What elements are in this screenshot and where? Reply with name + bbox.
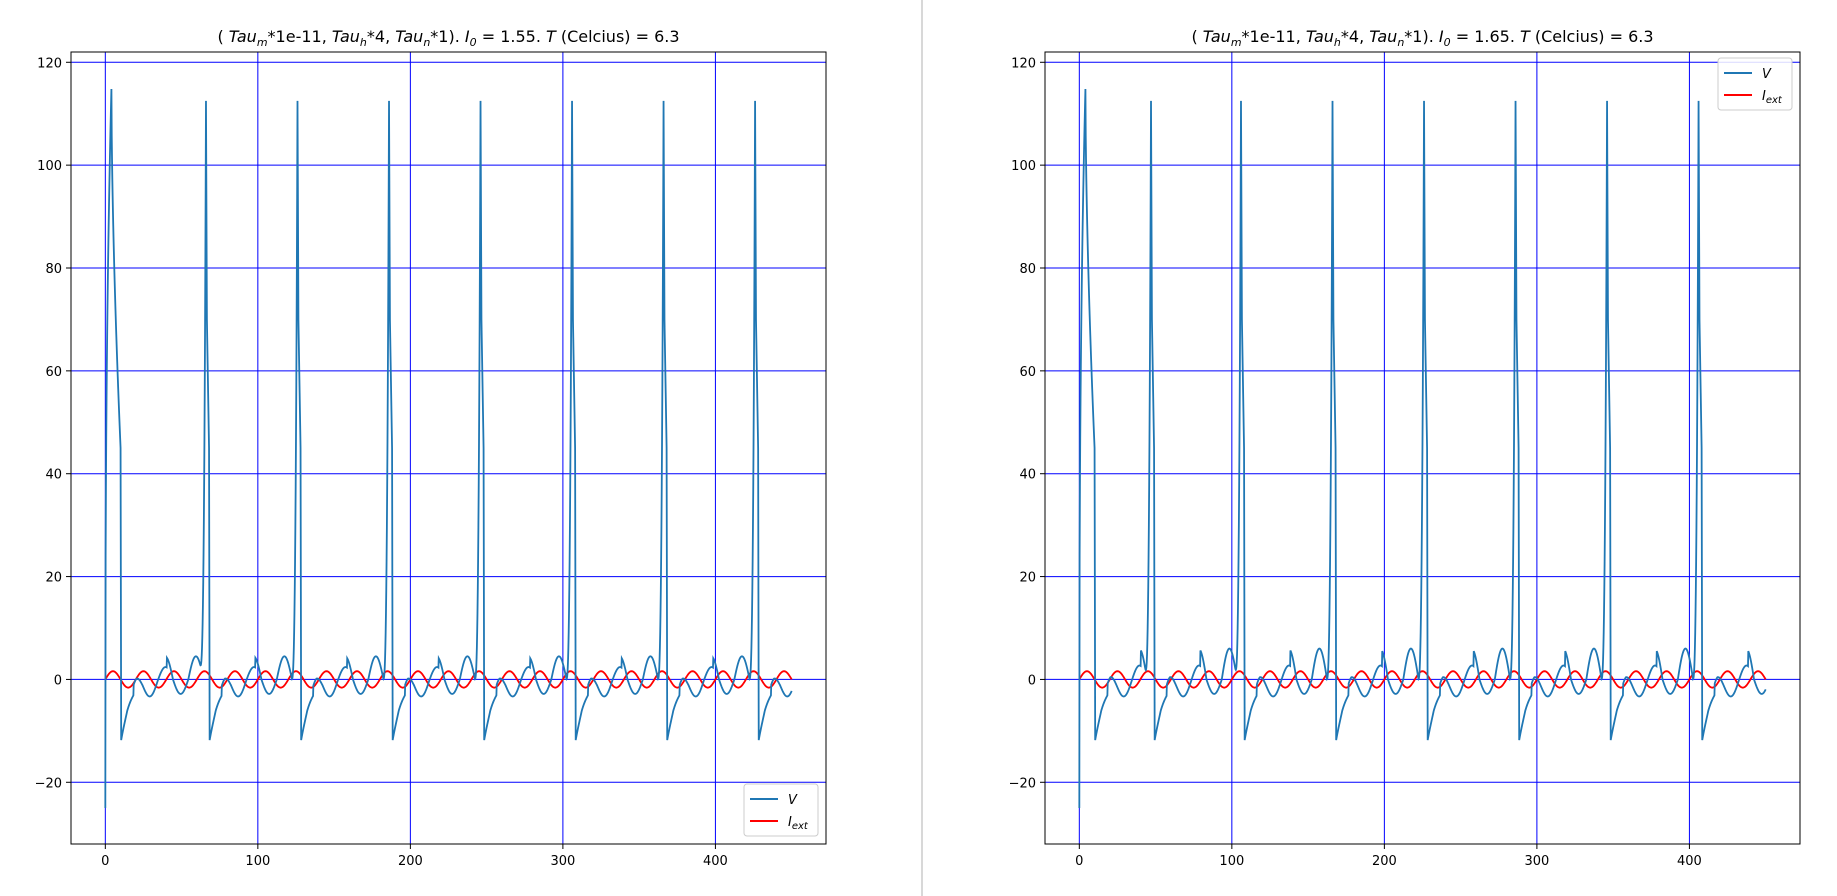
- y-tick-label: 100: [1011, 159, 1036, 174]
- legend-v-label: V: [788, 793, 798, 808]
- title-part: Tau: [332, 27, 360, 46]
- title-part: I: [1439, 27, 1444, 46]
- title-part: 0: [470, 36, 477, 49]
- x-tick-label: 0: [1075, 854, 1083, 869]
- series-iext-line: [104, 670, 793, 689]
- title-part: (: [217, 27, 228, 46]
- title-part: Tau: [229, 27, 257, 46]
- legend-iext-sub: ext: [792, 821, 809, 832]
- title-part: *4,: [1341, 27, 1369, 46]
- y-tick-label: 20: [45, 571, 62, 586]
- y-tick-label: 120: [1011, 56, 1036, 71]
- y-tick-label: −20: [35, 776, 62, 791]
- legend-box: [743, 783, 819, 837]
- title-part: *1).: [1404, 27, 1439, 46]
- title-part: = 1.55.: [477, 27, 546, 46]
- y-tick-label: 20: [1019, 571, 1036, 586]
- y-tick-label: 60: [45, 365, 62, 380]
- grid: [71, 52, 826, 844]
- legend-iext-sub: ext: [1766, 95, 1783, 106]
- series-iext-line: [1078, 670, 1767, 689]
- y-tick-label: 120: [37, 56, 62, 71]
- title-part: h: [360, 36, 367, 49]
- y-tick-label: 40: [45, 468, 62, 483]
- title-part: *1e-11,: [1242, 27, 1306, 46]
- title-part: *4,: [367, 27, 395, 46]
- x-tick-label: 300: [550, 854, 575, 869]
- legend-box: [1717, 57, 1793, 111]
- legend-iext-main: I: [1762, 89, 1766, 104]
- y-tick-label: 0: [54, 673, 62, 688]
- y-tick-label: −20: [1009, 776, 1036, 791]
- legend-v-label: V: [1762, 67, 1772, 82]
- title-part: h: [1334, 36, 1341, 49]
- title-part: n: [1397, 36, 1404, 49]
- x-tick-label: 200: [398, 854, 423, 869]
- title-part: Tau: [1306, 27, 1334, 46]
- x-tick-label: 0: [101, 854, 109, 869]
- series-v-line: [104, 89, 793, 809]
- legend-iext-label: Iext: [1762, 89, 1783, 106]
- chart-title: ( Taum*1e-11, Tauh*4, Taun*1). I0 = 1.65…: [1191, 27, 1653, 49]
- x-tick-label: 400: [1677, 854, 1702, 869]
- title-part: T: [546, 27, 557, 46]
- title-part: Tau: [395, 27, 423, 46]
- title-part: Tau: [1369, 27, 1397, 46]
- title-part: I: [465, 27, 470, 46]
- title-part: (Celcius) = 6.3: [556, 27, 680, 46]
- y-tick-label: 80: [45, 262, 62, 277]
- title-part: m: [257, 36, 268, 49]
- title-part: (: [1191, 27, 1202, 46]
- title-part: m: [1231, 36, 1242, 49]
- y-tick-label: 0: [1028, 673, 1036, 688]
- title-part: Tau: [1203, 27, 1231, 46]
- x-tick-label: 400: [703, 854, 728, 869]
- x-tick-label: 300: [1524, 854, 1549, 869]
- x-tick-label: 100: [1219, 854, 1244, 869]
- y-tick-label: 40: [1019, 468, 1036, 483]
- y-tick-label: 100: [37, 159, 62, 174]
- title-part: *1e-11,: [268, 27, 332, 46]
- legend-iext-main: I: [788, 815, 792, 830]
- series-v-line: [1078, 89, 1767, 809]
- title-part: (Celcius) = 6.3: [1530, 27, 1654, 46]
- title-part: T: [1520, 27, 1531, 46]
- x-tick-label: 200: [1372, 854, 1397, 869]
- title-part: n: [423, 36, 430, 49]
- title-part: *1).: [430, 27, 465, 46]
- y-tick-label: 60: [1019, 365, 1036, 380]
- chart-title: ( Taum*1e-11, Tauh*4, Taun*1). I0 = 1.55…: [217, 27, 679, 49]
- legend-iext-label: Iext: [788, 815, 809, 832]
- y-tick-label: 80: [1019, 262, 1036, 277]
- title-part: 0: [1444, 36, 1451, 49]
- axes-frame: [1044, 51, 1801, 845]
- axes-frame: [70, 51, 827, 845]
- x-tick-label: 100: [245, 854, 270, 869]
- title-part: = 1.65.: [1451, 27, 1520, 46]
